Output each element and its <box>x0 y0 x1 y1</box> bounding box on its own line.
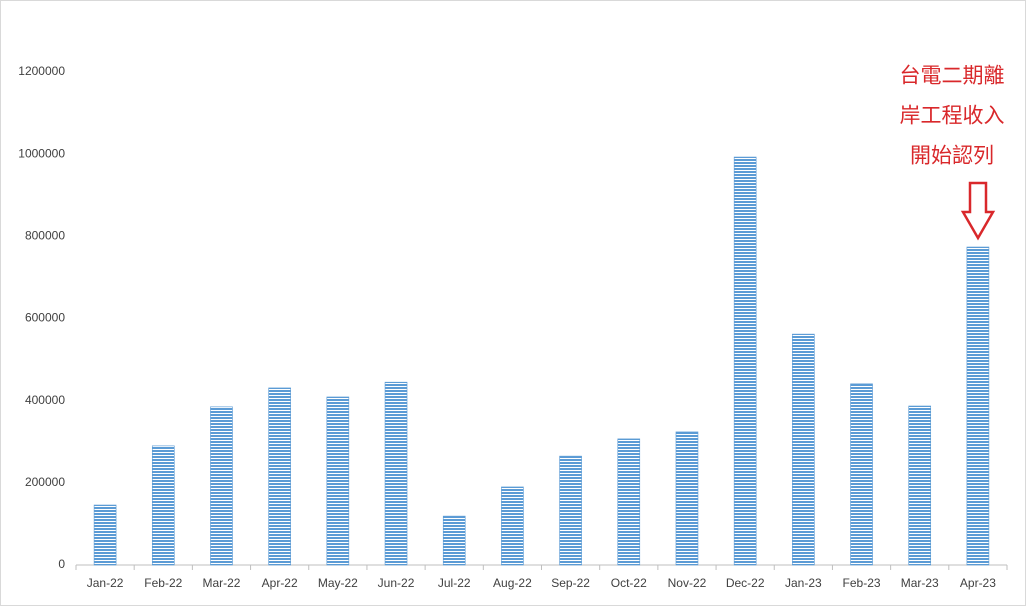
x-tick-label: Jun-22 <box>378 576 415 590</box>
bar <box>675 431 699 566</box>
x-tick-label: Feb-23 <box>843 576 881 590</box>
y-tick-label: 400000 <box>25 393 65 407</box>
bar <box>442 515 466 566</box>
annotation-text: 開始認列 <box>910 145 994 168</box>
y-tick-label: 1000000 <box>18 146 65 160</box>
bar <box>384 381 408 566</box>
bar <box>501 486 524 566</box>
y-tick-label: 1200000 <box>18 64 65 78</box>
bar <box>559 455 582 566</box>
x-tick-label: Feb-22 <box>144 576 182 590</box>
x-tick-label: Jul-22 <box>438 576 471 590</box>
x-tick-label: Mar-22 <box>202 576 240 590</box>
x-tick-label: Jan-22 <box>87 576 124 590</box>
bar <box>733 156 757 566</box>
annotation-text: 岸工程收入 <box>900 105 1005 128</box>
bar <box>210 406 233 566</box>
y-tick-label: 800000 <box>25 229 65 243</box>
bar <box>93 504 117 566</box>
x-tick-label: Aug-22 <box>493 576 532 590</box>
x-tick-label: Apr-22 <box>262 576 298 590</box>
x-tick-label: May-22 <box>318 576 358 590</box>
x-tick-label: Nov-22 <box>668 576 707 590</box>
bar <box>617 438 641 566</box>
y-tick-label: 600000 <box>25 311 65 325</box>
y-tick-label: 200000 <box>25 475 65 489</box>
bar <box>792 333 815 566</box>
x-tick-label: Mar-23 <box>901 576 939 590</box>
annotation-arrow <box>960 181 996 241</box>
bar <box>268 387 291 566</box>
bar <box>850 383 873 566</box>
bar <box>966 246 990 566</box>
x-tick-label: Apr-23 <box>960 576 996 590</box>
x-tick-label: Jan-23 <box>785 576 822 590</box>
bar <box>326 396 350 566</box>
x-tick-label: Oct-22 <box>611 576 647 590</box>
bar <box>908 405 932 566</box>
x-tick-label: Dec-22 <box>726 576 765 590</box>
x-tick-label: Sep-22 <box>551 576 590 590</box>
y-tick-label: 0 <box>58 557 65 571</box>
bar <box>151 445 175 566</box>
annotation-text: 台電二期離 <box>900 65 1005 88</box>
